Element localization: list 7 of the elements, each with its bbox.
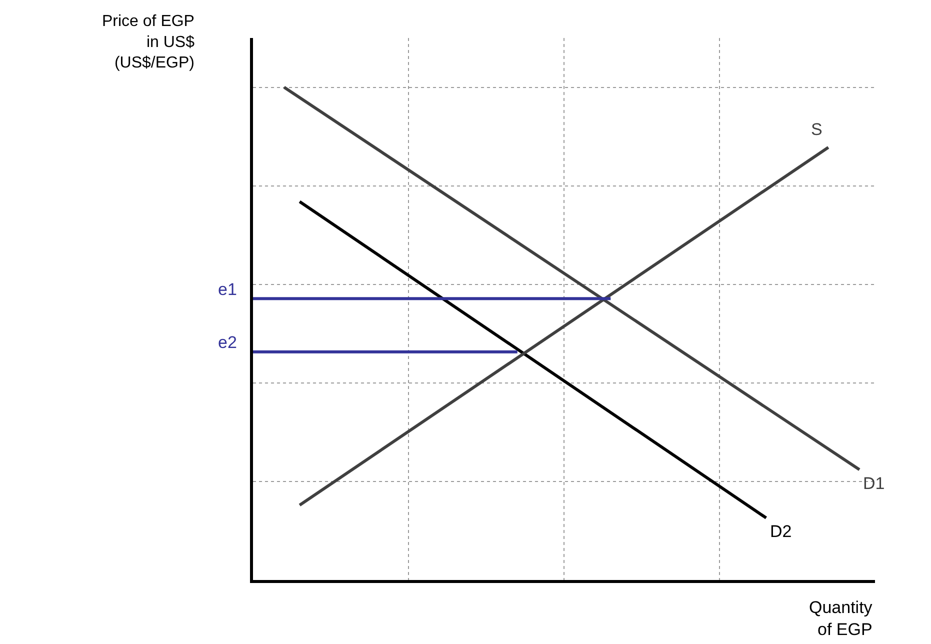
series-label: S: [811, 120, 822, 139]
x-axis-title: Quantity of EGP: [809, 598, 873, 640]
series-label: D1: [863, 474, 885, 493]
series-label: e1: [218, 280, 237, 299]
y-axis-title: Price of EGP in US$ (US$/EGP): [102, 13, 195, 72]
series-label: D2: [770, 522, 792, 541]
series-label: e2: [218, 333, 237, 352]
